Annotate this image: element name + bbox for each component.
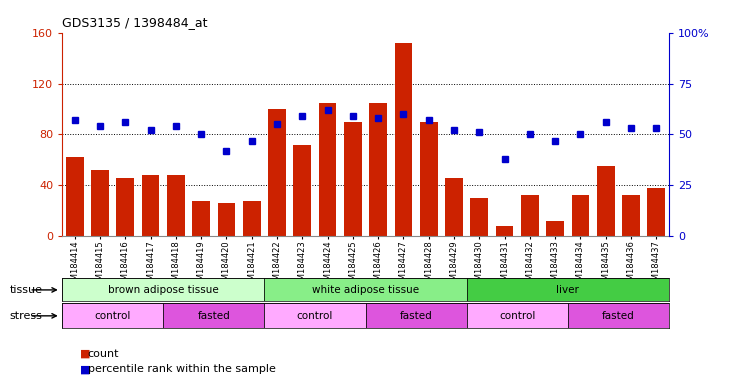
Text: white adipose tissue: white adipose tissue — [312, 285, 419, 295]
Text: stress: stress — [10, 311, 42, 321]
Text: percentile rank within the sample: percentile rank within the sample — [88, 364, 276, 374]
Text: ■: ■ — [80, 364, 91, 374]
Bar — [293, 144, 311, 236]
Bar — [568, 303, 669, 328]
Bar — [344, 122, 362, 236]
Bar — [319, 103, 336, 236]
Text: GDS3135 / 1398484_at: GDS3135 / 1398484_at — [62, 16, 208, 29]
Bar — [192, 200, 210, 236]
Bar — [445, 178, 463, 236]
Bar — [163, 303, 265, 328]
Bar — [265, 303, 366, 328]
Text: control: control — [94, 311, 131, 321]
Text: fasted: fasted — [197, 311, 230, 321]
Text: brown adipose tissue: brown adipose tissue — [108, 285, 219, 295]
Bar — [521, 195, 539, 236]
Text: control: control — [297, 311, 333, 321]
Bar — [596, 166, 615, 236]
Bar — [62, 303, 163, 328]
Bar — [496, 226, 513, 236]
Bar — [648, 188, 665, 236]
Bar — [622, 195, 640, 236]
Bar — [466, 303, 568, 328]
Bar — [167, 175, 185, 236]
Bar — [116, 178, 135, 236]
Bar — [420, 122, 438, 236]
Bar — [142, 175, 159, 236]
Bar — [268, 109, 286, 236]
Bar — [466, 278, 669, 301]
Bar — [546, 221, 564, 236]
Bar — [265, 278, 466, 301]
Text: fasted: fasted — [602, 311, 635, 321]
Text: fasted: fasted — [400, 311, 433, 321]
Bar — [243, 200, 260, 236]
Text: tissue: tissue — [10, 285, 42, 295]
Text: control: control — [499, 311, 535, 321]
Bar — [369, 103, 387, 236]
Bar — [471, 198, 488, 236]
Bar — [395, 43, 412, 236]
Bar — [66, 157, 83, 236]
Text: count: count — [88, 349, 119, 359]
Bar — [572, 195, 589, 236]
Bar — [91, 170, 109, 236]
Text: ■: ■ — [80, 349, 91, 359]
Text: liver: liver — [556, 285, 579, 295]
Bar — [62, 278, 265, 301]
Bar — [218, 203, 235, 236]
Bar — [366, 303, 466, 328]
